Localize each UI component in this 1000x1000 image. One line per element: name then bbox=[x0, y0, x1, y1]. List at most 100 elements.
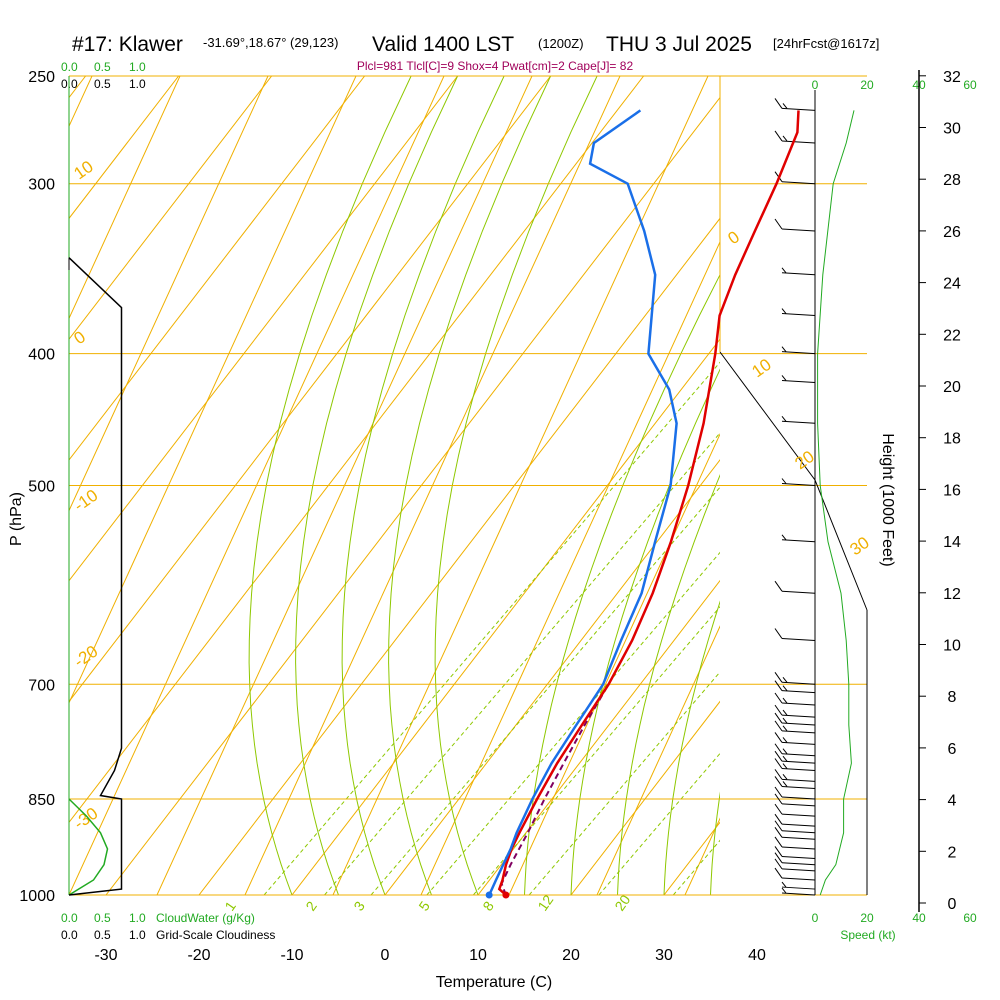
height-boundary-line bbox=[719, 351, 868, 611]
bottom-black-scale-2: 1.0 bbox=[129, 928, 146, 942]
wind-barb-feather bbox=[774, 680, 783, 691]
wind-barb-feather bbox=[774, 826, 783, 838]
wind-barb-staff bbox=[781, 823, 816, 827]
wind-barb-staff bbox=[781, 722, 816, 726]
wind-barb-staff bbox=[781, 420, 816, 424]
wind-barb-half-feather bbox=[782, 725, 788, 732]
wind-barb bbox=[774, 692, 816, 706]
wind-barb-staff bbox=[781, 714, 816, 718]
dry-adiabat-line bbox=[0, 0, 53, 895]
title-fcst: [24hrFcst@1617z] bbox=[773, 36, 879, 51]
wind-barb-staff bbox=[781, 681, 816, 685]
height-tick-label: 2 bbox=[948, 844, 957, 861]
wind-barb-staff bbox=[781, 741, 816, 745]
top-green-scale-2: 1.0 bbox=[129, 60, 146, 74]
cloudwater-label: CloudWater (g/Kg) bbox=[156, 911, 255, 925]
wind-barb-half-feather bbox=[782, 763, 788, 769]
wind-barb-half-feather bbox=[782, 103, 788, 109]
wind-barb-feather bbox=[774, 803, 783, 815]
moist-adiabat-line bbox=[710, 791, 720, 895]
wind-barb-half-feather bbox=[781, 415, 787, 422]
wind-barb-half-feather bbox=[781, 534, 787, 541]
moist-adiabat-line bbox=[434, 76, 598, 895]
wind-barb-half-feather bbox=[782, 717, 788, 724]
dewpoint-trace-line bbox=[488, 109, 678, 896]
wind-barb bbox=[774, 750, 816, 764]
wind-barb bbox=[774, 758, 816, 772]
wind-barb-feather bbox=[774, 836, 783, 848]
isotherm-label: 10 bbox=[748, 355, 774, 381]
wind-barb-staff bbox=[781, 868, 816, 872]
bottom-green-scale-0: 0.0 bbox=[61, 911, 78, 925]
wind-barb-feather bbox=[774, 130, 783, 142]
temperature-tick-label: -20 bbox=[187, 947, 210, 964]
isotherm-line bbox=[69, 76, 273, 340]
wind-barb-half-feather bbox=[781, 478, 787, 484]
dry-adiabat-line bbox=[332, 76, 709, 895]
wind-barb bbox=[774, 743, 816, 757]
wind-barb-half-feather bbox=[781, 267, 787, 274]
speed-bottom-20: 20 bbox=[860, 911, 874, 925]
height-tick-label: 20 bbox=[943, 379, 961, 396]
speed-bottom-60: 60 bbox=[963, 911, 977, 925]
wind-barb-half-feather bbox=[782, 697, 788, 704]
mixing-ratio-line bbox=[426, 551, 720, 895]
wind-barb-feather bbox=[774, 704, 783, 716]
cloudwater-profile-line bbox=[68, 798, 109, 896]
height-tick-label: 10 bbox=[943, 638, 961, 655]
dry-adiabat-line bbox=[69, 76, 445, 895]
isotherm-label: -10 bbox=[70, 486, 101, 516]
pressure-tick-label: 300 bbox=[28, 177, 55, 194]
parcel-trace-line bbox=[500, 683, 610, 896]
wind-barb-staff bbox=[781, 877, 816, 881]
wind-barb-staff bbox=[781, 107, 816, 111]
wind-barb bbox=[774, 852, 816, 866]
wind-barb-staff bbox=[781, 181, 816, 185]
speed-bottom-40: 40 bbox=[912, 911, 926, 925]
wind-barb-feather bbox=[774, 846, 783, 857]
wind-barb bbox=[781, 534, 816, 543]
wind-barb-feather bbox=[774, 820, 783, 832]
speed-top-60: 60 bbox=[963, 78, 977, 92]
wind-barb-half-feather bbox=[782, 774, 788, 780]
title-utc: (1200Z) bbox=[538, 36, 584, 51]
wind-barb-staff bbox=[781, 590, 816, 594]
wind-barb-staff bbox=[781, 862, 816, 866]
wind-barb bbox=[774, 867, 816, 881]
wind-barb-feather bbox=[774, 750, 783, 762]
dry-adiabat-line bbox=[0, 0, 229, 895]
wind-barb bbox=[781, 415, 816, 424]
dry-adiabat-line bbox=[156, 76, 533, 895]
wind-barb bbox=[774, 98, 816, 111]
wind-barb bbox=[781, 375, 816, 383]
wind-barb bbox=[774, 858, 816, 872]
dry-adiabat-line bbox=[69, 76, 357, 705]
wind-barb-half-feather bbox=[782, 781, 788, 787]
wind-barb-staff bbox=[781, 846, 816, 850]
wind-barb bbox=[774, 720, 816, 734]
wind-barb-staff bbox=[781, 768, 816, 772]
wind-barb-staff bbox=[781, 796, 816, 800]
wind-barb-feather bbox=[774, 580, 783, 592]
moist-adiabat-line bbox=[295, 76, 459, 895]
top-black-scale-1: 0.5 bbox=[94, 77, 111, 91]
pressure-tick-label: 1000 bbox=[19, 888, 55, 905]
speed-bottom-0: 0 bbox=[812, 911, 819, 925]
wind-barb bbox=[774, 813, 816, 827]
wind-barb-staff bbox=[781, 753, 816, 757]
wind-barb-feather bbox=[774, 720, 783, 732]
height-tick-label: 4 bbox=[948, 793, 957, 810]
temperature-tick-label: -10 bbox=[280, 947, 303, 964]
moist-adiabat-line bbox=[663, 600, 720, 895]
wind-barb bbox=[774, 786, 816, 800]
wind-barb-staff bbox=[781, 892, 816, 896]
moist-adiabat-line bbox=[388, 76, 552, 895]
wind-barb-feather bbox=[774, 786, 783, 798]
wind-barb-staff bbox=[781, 351, 816, 355]
wind-barb-staff bbox=[781, 228, 816, 232]
wind-barb bbox=[774, 769, 816, 782]
wind-barb-half-feather bbox=[782, 135, 788, 142]
dry-adiabat-line bbox=[69, 76, 93, 128]
wind-barb-feather bbox=[774, 858, 783, 870]
wind-barb-half-feather bbox=[781, 308, 787, 314]
